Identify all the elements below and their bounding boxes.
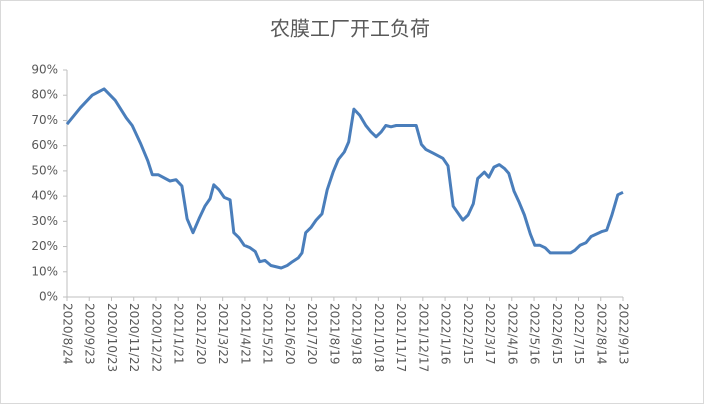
x-tick-label: 2020/9/23 <box>83 303 97 365</box>
x-tick-label: 2021/3/22 <box>216 303 230 365</box>
y-tick-label: 70% <box>31 113 58 127</box>
x-tick-label: 2021/7/20 <box>305 303 319 365</box>
x-tick-label: 2021/5/21 <box>261 303 275 365</box>
x-tick-label: 2020/11/22 <box>127 303 141 372</box>
x-tick-label: 2021/2/20 <box>194 303 208 365</box>
x-tick-label: 2022/8/14 <box>594 303 608 365</box>
x-tick-label: 2021/8/19 <box>327 303 341 365</box>
x-tick-label: 2020/10/23 <box>105 303 119 372</box>
x-tick-label: 2022/7/15 <box>572 303 586 365</box>
x-tick-label: 2022/6/15 <box>550 303 564 365</box>
x-tick-label: 2022/2/15 <box>461 303 475 365</box>
y-tick-label: 0% <box>39 290 58 304</box>
x-tick-label: 2022/5/16 <box>528 303 542 365</box>
x-tick-label: 2021/6/20 <box>283 303 297 365</box>
x-tick-label: 2020/12/22 <box>149 303 163 372</box>
x-tick-label: 2021/11/17 <box>394 303 408 372</box>
x-tick-label: 2021/1/21 <box>172 303 186 365</box>
y-tick-label: 50% <box>31 163 58 177</box>
x-tick-label: 2021/12/17 <box>416 303 430 372</box>
x-tick-label: 2022/4/16 <box>505 303 519 365</box>
y-tick-label: 30% <box>31 214 58 228</box>
y-tick-label: 80% <box>31 88 58 102</box>
y-tick-label: 40% <box>31 189 58 203</box>
chart-title: 农膜工厂开工负荷 <box>270 17 430 41</box>
y-tick-label: 60% <box>31 138 58 152</box>
x-tick-label: 2021/10/18 <box>372 303 386 372</box>
x-tick-label: 2022/9/13 <box>617 303 631 365</box>
x-tick-label: 2020/8/24 <box>61 303 75 365</box>
data-line <box>65 87 624 270</box>
y-tick-label: 20% <box>31 239 58 253</box>
x-tick-label: 2022/1/16 <box>439 303 453 365</box>
x-tick-label: 2021/4/21 <box>238 303 252 365</box>
x-tick-label: 2022/3/17 <box>483 303 497 365</box>
x-tick-label: 2021/9/18 <box>350 303 364 365</box>
y-tick-label: 90% <box>31 63 58 77</box>
y-tick-label: 10% <box>31 264 58 278</box>
